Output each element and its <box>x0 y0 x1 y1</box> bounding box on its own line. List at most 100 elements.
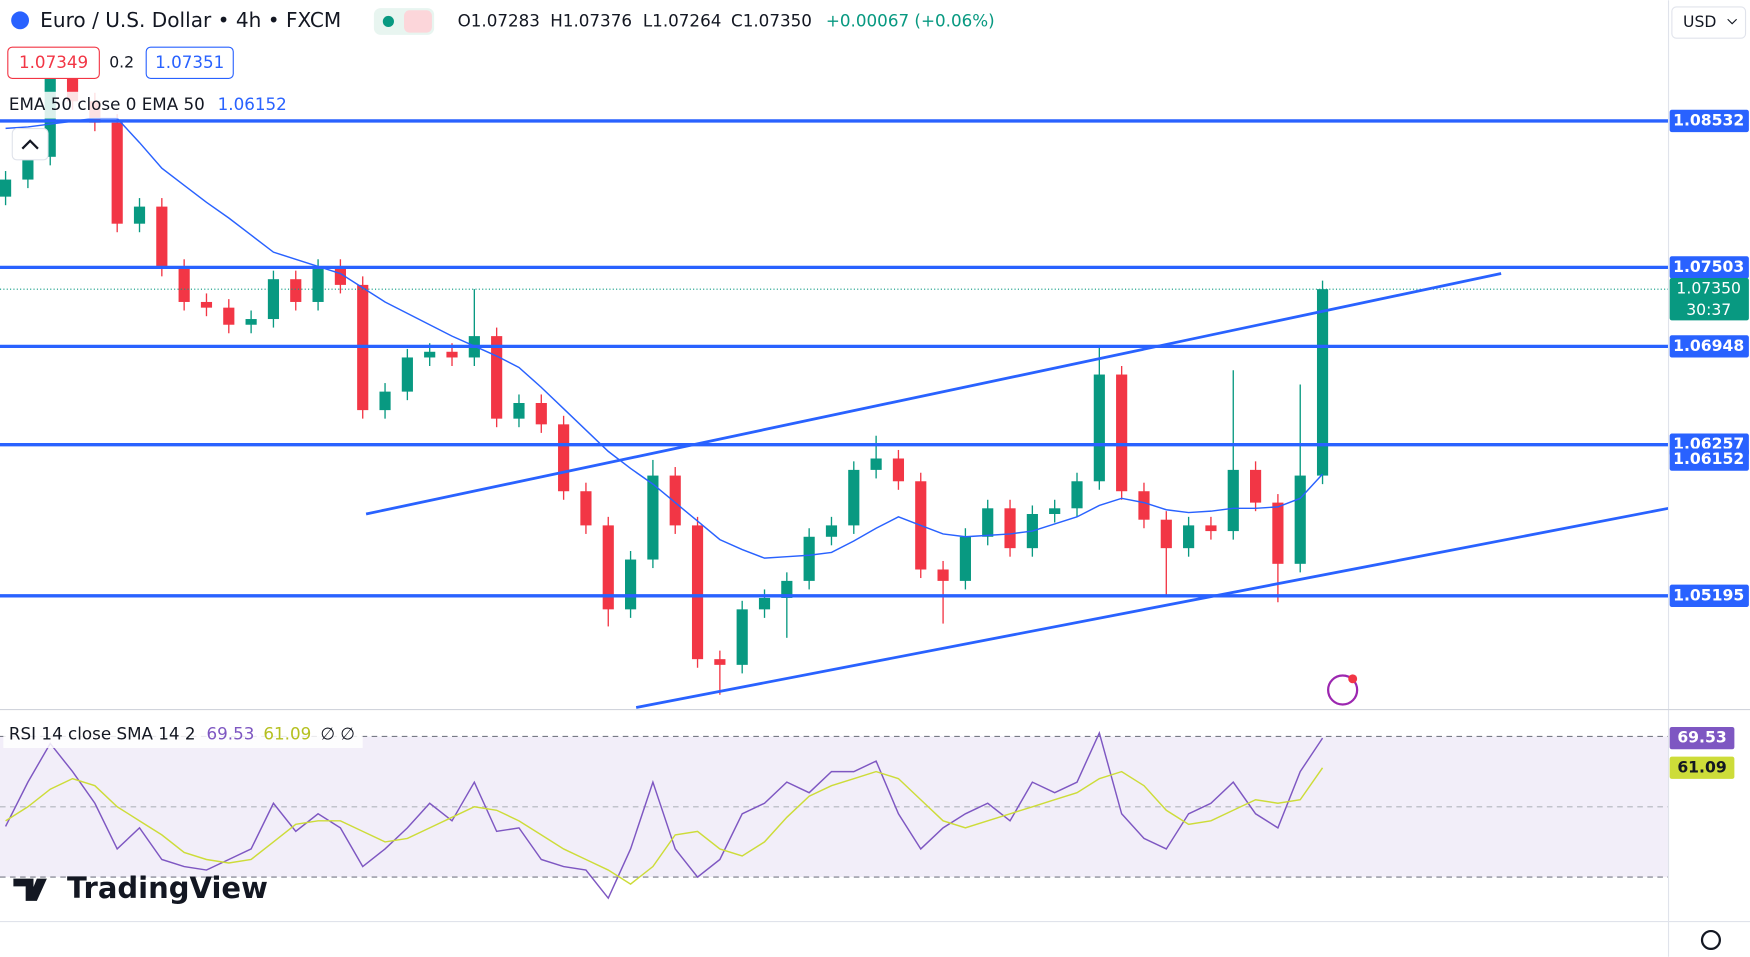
rsi-value-label: 69.53 <box>1677 729 1726 747</box>
level-label-box <box>1669 335 1749 358</box>
candle-body <box>625 559 637 610</box>
candle-body <box>133 206 146 224</box>
level-label: 1.08532 <box>1673 111 1744 129</box>
ema-legend-bg <box>3 91 294 119</box>
rsi-line <box>5 767 1324 885</box>
rsi-legend-value: 69.53 <box>206 724 254 744</box>
candle-body <box>714 659 726 665</box>
candle-body <box>513 403 525 419</box>
candle-body <box>379 391 391 411</box>
candle-body <box>178 267 190 302</box>
collapse-icon <box>21 139 39 150</box>
candle-body <box>1294 475 1306 564</box>
candle-body <box>558 424 570 492</box>
candle-body <box>736 609 748 665</box>
axes: 1.085321.075031.069481.062571.051951.061… <box>1669 109 1749 779</box>
symbol-flag <box>11 11 30 30</box>
candle-body <box>848 469 860 526</box>
collapse-button[interactable] <box>11 128 49 161</box>
ema-legend-value: 1.06152 <box>218 94 287 114</box>
candle-body <box>602 525 614 610</box>
trend-line <box>635 506 1669 709</box>
ask-price: 1.07351 <box>155 52 224 72</box>
ema-line <box>5 117 1324 559</box>
rsi-legend[interactable]: RSI 14 close SMA 14 2 <box>9 724 196 744</box>
level-label: 1.07503 <box>1673 258 1744 276</box>
candle-body <box>1049 508 1061 515</box>
candle-body <box>156 206 168 268</box>
candle-body <box>312 267 324 302</box>
ema-label: 1.06152 <box>1673 450 1744 468</box>
trend-line <box>365 272 1502 516</box>
symbol-title[interactable]: Euro / U.S. Dollar • 4h • FXCM <box>40 8 341 32</box>
last-price-label: 1.07350 <box>1676 280 1741 298</box>
ema-legend[interactable]: EMA 50 close 0 EMA 50 <box>9 94 205 114</box>
level-label-box <box>1669 256 1749 279</box>
candle-body <box>647 475 659 560</box>
candle-body <box>1116 374 1128 492</box>
candle-body <box>0 179 12 197</box>
candle-body <box>334 267 346 285</box>
market-open-dot <box>382 15 394 28</box>
level-label-box <box>1669 109 1749 133</box>
currency-select[interactable] <box>1671 6 1747 39</box>
candle-body <box>892 458 905 482</box>
candle-body <box>1093 374 1105 482</box>
ohlc-change: +0.00067 (+0.06%) <box>826 10 995 30</box>
candle-body <box>1227 469 1239 532</box>
candle-body <box>22 156 34 180</box>
candle-body <box>691 525 704 660</box>
candle-body <box>401 357 413 392</box>
rsi-legend-bg <box>3 721 363 749</box>
level-label: 1.06948 <box>1673 337 1744 355</box>
candle-body <box>669 475 681 526</box>
candle-body <box>1205 525 1217 532</box>
candle-body <box>1272 502 1284 564</box>
candle-body <box>1316 289 1329 476</box>
logo-mark <box>13 878 47 901</box>
settings-icon[interactable] <box>1700 929 1721 951</box>
level-label-box <box>1669 584 1749 607</box>
bid-price: 1.07349 <box>19 52 88 72</box>
news-badge <box>1348 674 1358 684</box>
rsi-value-label: 61.09 <box>1677 758 1726 776</box>
rsi-legend-extra: ∅ ∅ <box>320 724 354 744</box>
candle-body <box>1250 469 1262 503</box>
candle-body <box>803 536 815 581</box>
candle-body <box>1004 508 1016 549</box>
rsi-value-box <box>1669 756 1735 779</box>
candle-body <box>111 122 123 224</box>
watermark: TradingView <box>67 871 268 905</box>
candle-body <box>758 597 771 610</box>
news-icon[interactable] <box>1327 674 1359 706</box>
candle-body <box>424 351 436 358</box>
candle-body <box>267 279 280 320</box>
ohlc-close: C1.07350 <box>731 10 812 30</box>
candle-body <box>580 491 592 526</box>
candle-body <box>1138 491 1150 520</box>
ohlc-high: H1.07376 <box>550 10 632 30</box>
candle-body <box>1160 519 1172 549</box>
candle-body <box>937 569 949 581</box>
ohlc-open: O1.07283 <box>458 10 540 30</box>
candle-body <box>245 319 257 325</box>
ohlc-low: L1.07264 <box>643 10 722 30</box>
sma-legend-value: 61.09 <box>263 724 311 744</box>
buy-button[interactable] <box>145 46 234 79</box>
candle-body <box>825 525 838 537</box>
candle-body <box>66 67 79 102</box>
candle-body <box>200 301 213 308</box>
countdown: 30:37 <box>1686 301 1731 319</box>
candle-body <box>781 580 793 598</box>
currency: USD <box>1683 13 1716 31</box>
rsi-value-box <box>1669 726 1735 750</box>
sell-button[interactable] <box>7 46 100 79</box>
candle-body <box>290 279 302 302</box>
spread: 0.2 <box>109 53 134 71</box>
candle-body <box>446 351 458 358</box>
ema-label-box <box>1669 448 1749 471</box>
rsi-line <box>4 730 1324 900</box>
